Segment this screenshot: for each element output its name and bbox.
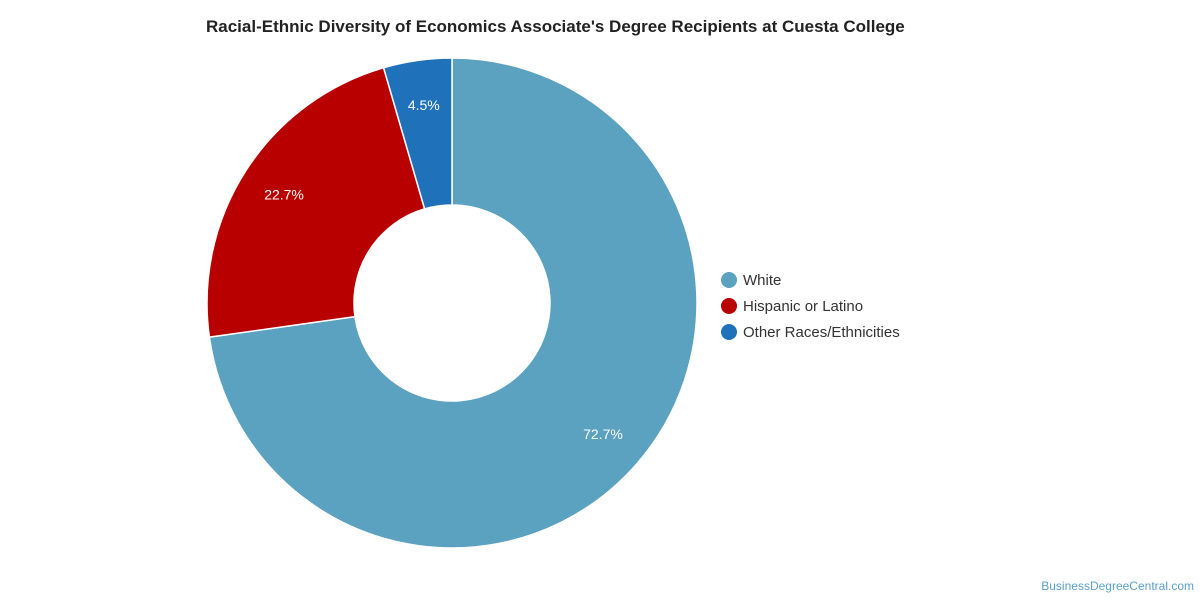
legend-marker-white [721, 272, 737, 288]
legend-item-hispanic-or-latino[interactable]: Hispanic or Latino [721, 293, 900, 319]
chart-title: Racial-Ethnic Diversity of Economics Ass… [206, 17, 905, 36]
legend: White Hispanic or Latino Other Races/Eth… [721, 267, 900, 345]
slice-other-races[interactable] [382, 57, 453, 210]
slice-labels-group: 72.7% 22.7% 4.5% [264, 97, 623, 442]
slices-group [206, 57, 698, 549]
legend-item-other-races[interactable]: Other Races/Ethnicities [721, 319, 900, 345]
slice-label-hispanic-or-latino: 22.7% [264, 186, 304, 202]
legend-marker-other-races [721, 324, 737, 340]
legend-label-white: White [743, 271, 782, 289]
legend-label-hispanic-or-latino: Hispanic or Latino [743, 297, 864, 315]
source-credit[interactable]: BusinessDegreeCentral.com [1041, 579, 1194, 593]
slice-hispanic-or-latino[interactable] [206, 66, 426, 339]
slice-white[interactable] [208, 57, 698, 549]
slice-label-other-races: 4.5% [408, 97, 440, 113]
legend-marker-hispanic-or-latino [721, 298, 737, 314]
legend-label-other-races: Other Races/Ethnicities [743, 323, 900, 341]
slice-label-white: 72.7% [583, 426, 623, 442]
legend-item-white[interactable]: White [721, 267, 900, 293]
